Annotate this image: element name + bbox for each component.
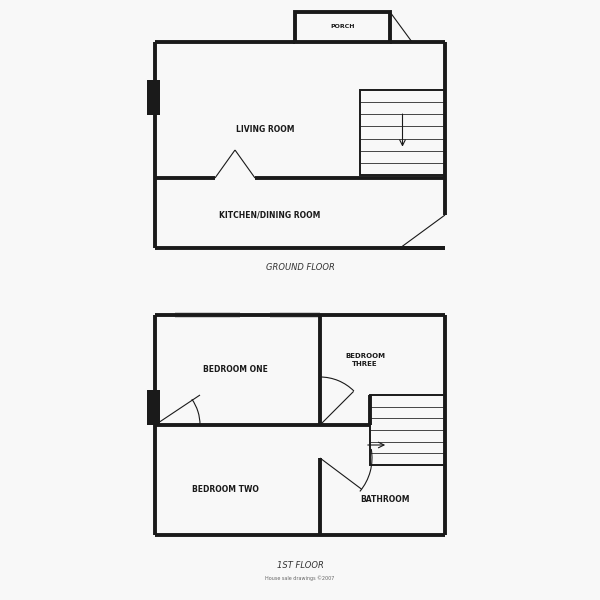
Text: BATHROOM: BATHROOM xyxy=(360,496,410,505)
Bar xyxy=(295,12,390,42)
Text: BEDROOM TWO: BEDROOM TWO xyxy=(191,485,259,494)
Bar xyxy=(270,312,320,318)
Bar xyxy=(147,80,160,115)
Text: House sale drawings ©2007: House sale drawings ©2007 xyxy=(265,575,335,581)
Text: KITCHEN/DINING ROOM: KITCHEN/DINING ROOM xyxy=(220,211,320,220)
Text: BEDROOM ONE: BEDROOM ONE xyxy=(203,365,268,374)
Text: LIVING ROOM: LIVING ROOM xyxy=(236,125,294,134)
Bar xyxy=(370,395,445,465)
Bar xyxy=(175,312,240,318)
Bar xyxy=(360,90,445,175)
Bar xyxy=(147,390,160,425)
Text: 1ST FLOOR: 1ST FLOOR xyxy=(277,560,323,569)
Text: BEDROOM
THREE: BEDROOM THREE xyxy=(345,353,385,367)
Text: GROUND FLOOR: GROUND FLOOR xyxy=(266,263,334,272)
Text: PORCH: PORCH xyxy=(331,25,355,29)
